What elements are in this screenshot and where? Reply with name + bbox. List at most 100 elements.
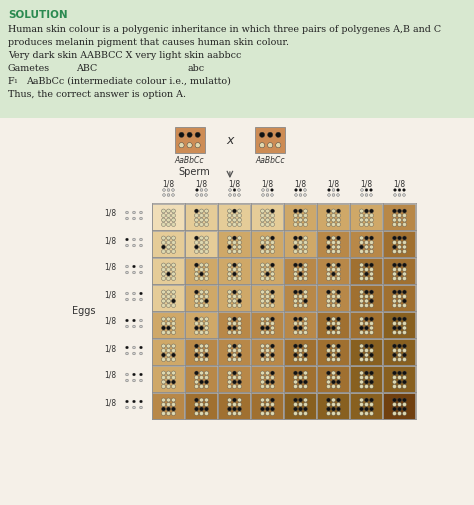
Circle shape bbox=[162, 290, 165, 294]
Circle shape bbox=[261, 407, 264, 411]
Circle shape bbox=[271, 290, 274, 294]
Circle shape bbox=[162, 249, 165, 254]
Circle shape bbox=[194, 236, 199, 240]
Circle shape bbox=[293, 348, 298, 352]
Circle shape bbox=[166, 371, 171, 375]
Circle shape bbox=[233, 304, 237, 308]
Circle shape bbox=[299, 402, 302, 407]
Circle shape bbox=[398, 268, 401, 272]
Circle shape bbox=[271, 344, 274, 348]
Circle shape bbox=[261, 249, 264, 254]
Circle shape bbox=[265, 384, 270, 388]
Circle shape bbox=[370, 304, 374, 308]
Circle shape bbox=[370, 398, 374, 402]
Circle shape bbox=[162, 272, 165, 276]
Circle shape bbox=[303, 384, 308, 388]
Circle shape bbox=[265, 214, 270, 218]
Circle shape bbox=[327, 263, 330, 267]
Circle shape bbox=[271, 223, 274, 227]
Circle shape bbox=[271, 371, 274, 375]
Circle shape bbox=[402, 277, 407, 280]
Circle shape bbox=[162, 304, 165, 308]
Circle shape bbox=[162, 344, 165, 348]
Circle shape bbox=[299, 214, 302, 218]
Circle shape bbox=[172, 358, 175, 362]
FancyBboxPatch shape bbox=[318, 392, 349, 419]
Text: ABC: ABC bbox=[76, 64, 97, 73]
Circle shape bbox=[204, 294, 209, 298]
Circle shape bbox=[204, 304, 209, 308]
Circle shape bbox=[303, 317, 308, 321]
Circle shape bbox=[359, 263, 364, 267]
Circle shape bbox=[337, 214, 340, 218]
Circle shape bbox=[200, 272, 203, 276]
Circle shape bbox=[194, 249, 199, 254]
Circle shape bbox=[337, 218, 340, 222]
Circle shape bbox=[126, 373, 128, 376]
FancyBboxPatch shape bbox=[252, 312, 283, 337]
Circle shape bbox=[271, 218, 274, 222]
Circle shape bbox=[293, 294, 298, 298]
FancyBboxPatch shape bbox=[252, 230, 283, 257]
Circle shape bbox=[126, 352, 128, 355]
Circle shape bbox=[233, 193, 236, 196]
Circle shape bbox=[327, 317, 330, 321]
Circle shape bbox=[187, 142, 192, 148]
Circle shape bbox=[327, 223, 330, 227]
Circle shape bbox=[187, 132, 192, 137]
Circle shape bbox=[299, 358, 302, 362]
Circle shape bbox=[172, 304, 175, 308]
Circle shape bbox=[295, 193, 297, 196]
Circle shape bbox=[172, 344, 175, 348]
Circle shape bbox=[398, 240, 401, 244]
Circle shape bbox=[166, 412, 171, 416]
Circle shape bbox=[194, 209, 199, 213]
FancyBboxPatch shape bbox=[219, 258, 250, 283]
Circle shape bbox=[293, 249, 298, 254]
Circle shape bbox=[200, 317, 203, 321]
Circle shape bbox=[233, 358, 237, 362]
Circle shape bbox=[299, 398, 302, 402]
Circle shape bbox=[196, 188, 199, 191]
Circle shape bbox=[126, 319, 128, 322]
Circle shape bbox=[166, 240, 171, 244]
Circle shape bbox=[337, 290, 340, 294]
Circle shape bbox=[303, 245, 308, 249]
FancyBboxPatch shape bbox=[383, 312, 416, 337]
Circle shape bbox=[293, 317, 298, 321]
Circle shape bbox=[140, 292, 142, 295]
Circle shape bbox=[140, 298, 142, 301]
Circle shape bbox=[265, 223, 270, 227]
FancyBboxPatch shape bbox=[255, 127, 285, 153]
Circle shape bbox=[233, 384, 237, 388]
Circle shape bbox=[271, 376, 274, 379]
Circle shape bbox=[194, 240, 199, 244]
Circle shape bbox=[393, 188, 396, 191]
Text: F: F bbox=[8, 77, 15, 86]
Circle shape bbox=[179, 142, 184, 148]
Circle shape bbox=[293, 223, 298, 227]
Circle shape bbox=[237, 294, 241, 298]
Circle shape bbox=[337, 384, 340, 388]
Circle shape bbox=[359, 245, 364, 249]
Circle shape bbox=[265, 317, 270, 321]
Circle shape bbox=[204, 299, 209, 303]
Circle shape bbox=[392, 353, 396, 357]
FancyBboxPatch shape bbox=[252, 258, 283, 283]
Circle shape bbox=[261, 380, 264, 384]
Circle shape bbox=[133, 346, 136, 349]
Text: Eggs: Eggs bbox=[72, 306, 96, 316]
Text: 1/8: 1/8 bbox=[163, 179, 174, 188]
Circle shape bbox=[204, 249, 209, 254]
Circle shape bbox=[365, 348, 368, 352]
Circle shape bbox=[196, 193, 199, 196]
Circle shape bbox=[172, 245, 175, 249]
Circle shape bbox=[205, 193, 208, 196]
Circle shape bbox=[162, 322, 165, 326]
Text: 1/8: 1/8 bbox=[393, 179, 406, 188]
Circle shape bbox=[359, 384, 364, 388]
Circle shape bbox=[327, 304, 330, 308]
Circle shape bbox=[172, 263, 175, 267]
Circle shape bbox=[261, 412, 264, 416]
Circle shape bbox=[359, 236, 364, 240]
